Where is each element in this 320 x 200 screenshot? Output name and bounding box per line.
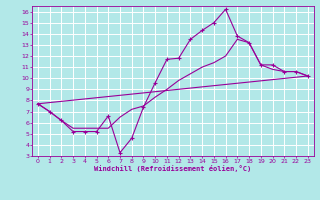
X-axis label: Windchill (Refroidissement éolien,°C): Windchill (Refroidissement éolien,°C) — [94, 165, 252, 172]
